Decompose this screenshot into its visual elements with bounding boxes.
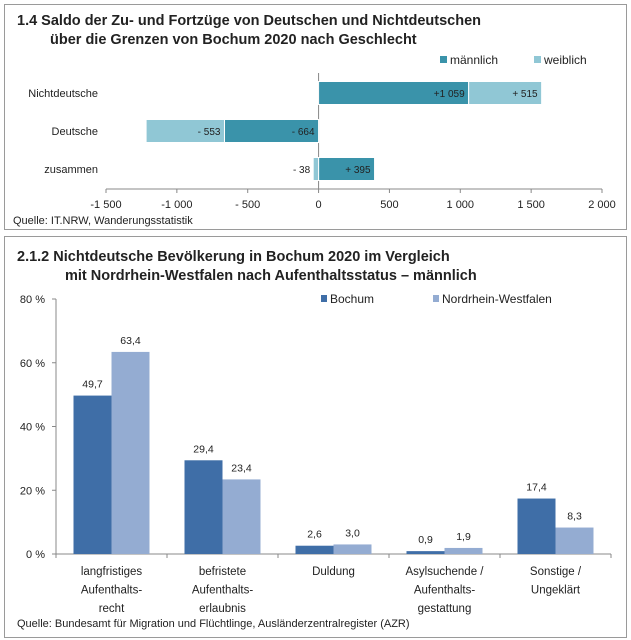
data-label: 17,4 — [526, 482, 547, 494]
x-tick-label: 1 000 — [447, 199, 475, 211]
legend-swatch — [433, 295, 439, 302]
legend-label: männlich — [450, 53, 498, 67]
bar-bochum — [295, 545, 334, 554]
chart-title-line2: mit Nordrhein-Westfalen nach Aufenthalts… — [65, 268, 477, 284]
category-label: Nichtdeutsche — [28, 88, 98, 100]
y-tick-label: 0 % — [26, 549, 45, 561]
y-tick-label: 80 % — [20, 294, 45, 306]
data-label: 29,4 — [193, 443, 214, 455]
migration-balance-chart: 1.4 Saldo der Zu- und Fortzüge von Deuts… — [13, 13, 616, 227]
x-tick-label: -1 000 — [161, 199, 192, 211]
x-tick-label: -1 500 — [90, 199, 121, 211]
category-label: Deutsche — [52, 126, 98, 138]
category-label: Asylsuchende / — [406, 566, 485, 578]
x-tick-label: 0 — [316, 199, 322, 211]
data-label: - 38 — [293, 165, 311, 176]
data-label: 3,0 — [345, 527, 360, 539]
data-label: +1 059 — [434, 89, 465, 100]
y-tick-label: 40 % — [20, 422, 45, 434]
bar-bochum — [73, 395, 112, 554]
legend-swatch-männlich — [440, 56, 447, 63]
bar-bochum — [184, 460, 223, 554]
residence-status-chart: 2.1.2 Nichtdeutsche Bevölkerung in Bochu… — [17, 249, 612, 630]
data-label: - 553 — [198, 127, 221, 138]
chart-title-line1: 2.1.2 Nichtdeutsche Bevölkerung in Bochu… — [17, 249, 450, 265]
data-label: 0,9 — [418, 534, 433, 546]
y-tick-label: 60 % — [20, 358, 45, 370]
legend-swatch — [321, 295, 327, 302]
category-label: Duldung — [312, 566, 355, 578]
chart-title-line2: über die Grenzen von Bochum 2020 nach Ge… — [50, 32, 417, 48]
category-label: zusammen — [44, 164, 98, 176]
category-label: gestattung — [418, 603, 472, 615]
bar-nordrhein-westfalen — [222, 479, 261, 554]
bar-nordrhein-westfalen — [555, 527, 594, 554]
x-tick-label: 500 — [380, 199, 398, 211]
category-label: Ungeklärt — [531, 585, 581, 597]
legend-swatch-weiblich — [534, 56, 541, 63]
data-label: - 664 — [292, 127, 315, 138]
category-label: erlaubnis — [199, 603, 246, 615]
y-tick-label: 20 % — [20, 485, 45, 497]
data-label: 8,3 — [567, 511, 582, 523]
data-label: 1,9 — [456, 531, 471, 543]
bar-weiblich — [468, 81, 543, 105]
bar-bochum — [406, 551, 445, 554]
chart-source: Quelle: Bundesamt für Migration und Flüc… — [17, 618, 410, 630]
data-label: 2,6 — [307, 529, 322, 541]
data-label: + 515 — [512, 89, 538, 100]
category-label: recht — [99, 603, 125, 615]
legend-label: weiblich — [543, 53, 587, 67]
bar-nordrhein-westfalen — [333, 544, 372, 554]
bar-bochum — [517, 498, 556, 554]
data-label: + 395 — [345, 165, 371, 176]
x-tick-label: 2 000 — [588, 199, 616, 211]
chart-title-line1: 1.4 Saldo der Zu- und Fortzüge von Deuts… — [17, 13, 481, 29]
legend-label: Nordrhein-Westfalen — [442, 292, 552, 306]
category-label: Aufenthalts- — [192, 585, 254, 597]
legend-label: Bochum — [330, 292, 374, 306]
category-label: Aufenthalts- — [81, 585, 143, 597]
bar-nordrhein-westfalen — [111, 351, 150, 554]
data-label: 23,4 — [231, 462, 252, 474]
category-label: Sonstige / — [530, 566, 582, 578]
category-label: Aufenthalts- — [414, 585, 476, 597]
x-tick-label: 1 500 — [517, 199, 545, 211]
bar-weiblich — [145, 119, 225, 143]
bar-nordrhein-westfalen — [444, 547, 483, 554]
x-tick-label: - 500 — [235, 199, 260, 211]
chart-panel-migration-balance: 1.4 Saldo der Zu- und Fortzüge von Deuts… — [4, 4, 627, 230]
data-label: 63,4 — [120, 335, 141, 347]
chart-source: Quelle: IT.NRW, Wanderungsstatistik — [13, 215, 193, 227]
category-label: langfristiges — [81, 566, 143, 578]
data-label: 49,7 — [82, 379, 103, 391]
bar-weiblich — [312, 157, 320, 181]
chart-panel-residence-status: 2.1.2 Nichtdeutsche Bevölkerung in Bochu… — [4, 236, 627, 638]
category-label: befristete — [199, 566, 246, 578]
